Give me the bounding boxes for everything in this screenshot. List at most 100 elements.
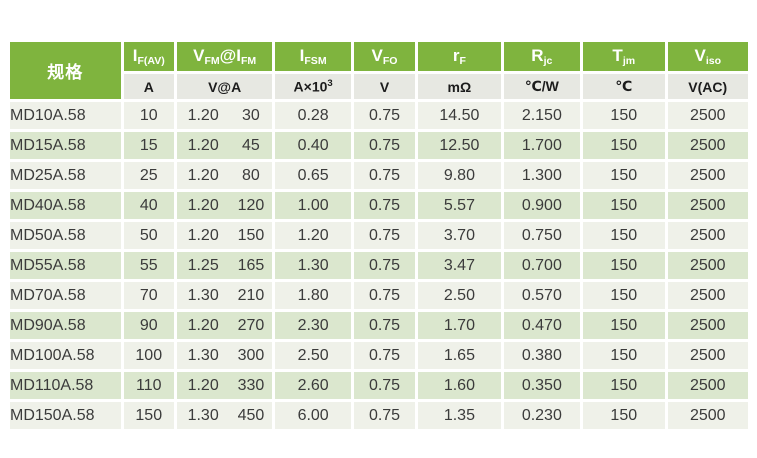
subscript: F(AV) xyxy=(137,55,165,68)
vfm-ifm-pair: 1.20 30 xyxy=(177,107,273,125)
cell-ifsm: 2.30 xyxy=(275,312,351,339)
table-row: MD110A.58 110 1.20 330 2.60 0.75 1.60 0.350 150 2… xyxy=(10,372,748,399)
unit-cell-tjm: ℃ xyxy=(583,74,665,99)
vfm-ifm-pair: 1.20 150 xyxy=(177,227,273,245)
vfm-value: 1.20 xyxy=(187,226,219,244)
vfm-value: 1.30 xyxy=(187,286,219,304)
symbol-text: I xyxy=(236,45,241,65)
ifm-value: 30 xyxy=(242,106,260,124)
cell-viso: 2500 xyxy=(667,342,748,369)
vfm-ifm-pair: 1.20 270 xyxy=(177,317,273,335)
cell-ifsm: 0.28 xyxy=(275,102,351,129)
symbol-text: V xyxy=(371,45,383,65)
vfm-value: 1.30 xyxy=(187,346,219,364)
vfm-ifm-pair: 1.30 450 xyxy=(177,407,273,425)
unit-cell-rjc: ℃/W xyxy=(503,74,581,99)
cell-vfm: 1.20 270 xyxy=(176,312,273,339)
cell-if_av: 25 xyxy=(123,162,174,189)
subscript: jm xyxy=(622,55,636,68)
cell-rf: 14.50 xyxy=(418,102,501,129)
header-cell-rjc: Rjc xyxy=(503,42,581,71)
unit-cell-rf: mΩ xyxy=(418,74,501,99)
cell-if_av: 100 xyxy=(123,342,174,369)
cell-ifsm: 6.00 xyxy=(275,402,351,429)
cell-ifsm: 0.40 xyxy=(275,132,351,159)
symbol-text: R xyxy=(531,45,544,65)
symbol-text: V xyxy=(193,45,205,65)
vfm-ifm-pair: 1.20 80 xyxy=(177,167,273,185)
cell-tjm: 150 xyxy=(583,192,665,219)
subscript: FSM xyxy=(304,55,327,68)
ifm-value: 120 xyxy=(237,196,265,214)
unit-cell-if_av: A xyxy=(123,74,174,99)
vfm-ifm-pair: 1.25 165 xyxy=(177,257,273,275)
vfm-ifm-pair: 1.30 210 xyxy=(177,287,273,305)
cell-viso: 2500 xyxy=(667,162,748,189)
header-cell-if_av: IF(AV) xyxy=(123,42,174,71)
cell-tjm: 150 xyxy=(583,132,665,159)
spec-cell: MD150A.58 xyxy=(10,402,121,429)
cell-rjc: 1.300 xyxy=(503,162,581,189)
cell-if_av: 110 xyxy=(123,372,174,399)
cell-rf: 3.70 xyxy=(418,222,501,249)
cell-if_av: 55 xyxy=(123,252,174,279)
cell-rjc: 0.750 xyxy=(503,222,581,249)
header-cell-ifsm: IFSM xyxy=(275,42,351,71)
table-body: MD10A.58 10 1.20 30 0.28 0.75 14.50 2.150 150 250… xyxy=(10,102,748,429)
spec-cell: MD55A.58 xyxy=(10,252,121,279)
cell-tjm: 150 xyxy=(583,312,665,339)
header-cell-vfm: VFM@IFM xyxy=(176,42,273,71)
cell-ifsm: 0.65 xyxy=(275,162,351,189)
ifm-value: 450 xyxy=(237,406,265,424)
cell-if_av: 90 xyxy=(123,312,174,339)
cell-viso: 2500 xyxy=(667,192,748,219)
table-row: MD70A.58 70 1.30 210 1.80 0.75 2.50 0.570 150 250… xyxy=(10,282,748,309)
vfm-ifm-pair: 1.20 120 xyxy=(177,197,273,215)
cell-vfo: 0.75 xyxy=(353,132,416,159)
table-row: MD25A.58 25 1.20 80 0.65 0.75 9.80 1.300 150 2500 xyxy=(10,162,748,189)
cell-viso: 2500 xyxy=(667,402,748,429)
cell-rf: 5.57 xyxy=(418,192,501,219)
vfm-value: 1.20 xyxy=(187,376,219,394)
cell-tjm: 150 xyxy=(583,222,665,249)
cell-vfm: 1.25 165 xyxy=(176,252,273,279)
cell-tjm: 150 xyxy=(583,162,665,189)
symbol-text: A×10 xyxy=(293,78,328,95)
cell-rjc: 0.900 xyxy=(503,192,581,219)
cell-ifsm: 1.30 xyxy=(275,252,351,279)
cell-ifsm: 1.80 xyxy=(275,282,351,309)
cell-vfm: 1.20 330 xyxy=(176,372,273,399)
cell-tjm: 150 xyxy=(583,252,665,279)
vfm-value: 1.20 xyxy=(187,136,219,154)
ifm-value: 330 xyxy=(237,376,265,394)
cell-rjc: 0.700 xyxy=(503,252,581,279)
header-cell-vfo: VFO xyxy=(353,42,416,71)
symbol-text: I xyxy=(132,45,138,65)
cell-rjc: 0.470 xyxy=(503,312,581,339)
subscript: FM xyxy=(204,55,220,68)
subscript: jc xyxy=(543,55,553,68)
ifm-value: 300 xyxy=(237,346,265,364)
cell-rjc: 2.150 xyxy=(503,102,581,129)
symbol-text: ℃/W xyxy=(524,78,559,94)
spec-cell: MD100A.58 xyxy=(10,342,121,369)
cell-vfm: 1.30 300 xyxy=(176,342,273,369)
subscript: F xyxy=(459,55,466,68)
ifm-value: 80 xyxy=(242,166,260,184)
symbol-text: A xyxy=(143,78,154,95)
cell-vfo: 0.75 xyxy=(353,372,416,399)
cell-rf: 1.70 xyxy=(418,312,501,339)
cell-vfm: 1.30 210 xyxy=(176,282,273,309)
cell-rf: 9.80 xyxy=(418,162,501,189)
cell-tjm: 150 xyxy=(583,102,665,129)
cell-vfm: 1.20 30 xyxy=(176,102,273,129)
vfm-ifm-pair: 1.20 330 xyxy=(177,377,273,395)
symbol-text: V xyxy=(694,45,706,65)
cell-vfo: 0.75 xyxy=(353,402,416,429)
vfm-value: 1.20 xyxy=(187,316,219,334)
cell-ifsm: 2.60 xyxy=(275,372,351,399)
cell-vfm: 1.20 150 xyxy=(176,222,273,249)
unit-cell-vfo: V xyxy=(353,74,416,99)
